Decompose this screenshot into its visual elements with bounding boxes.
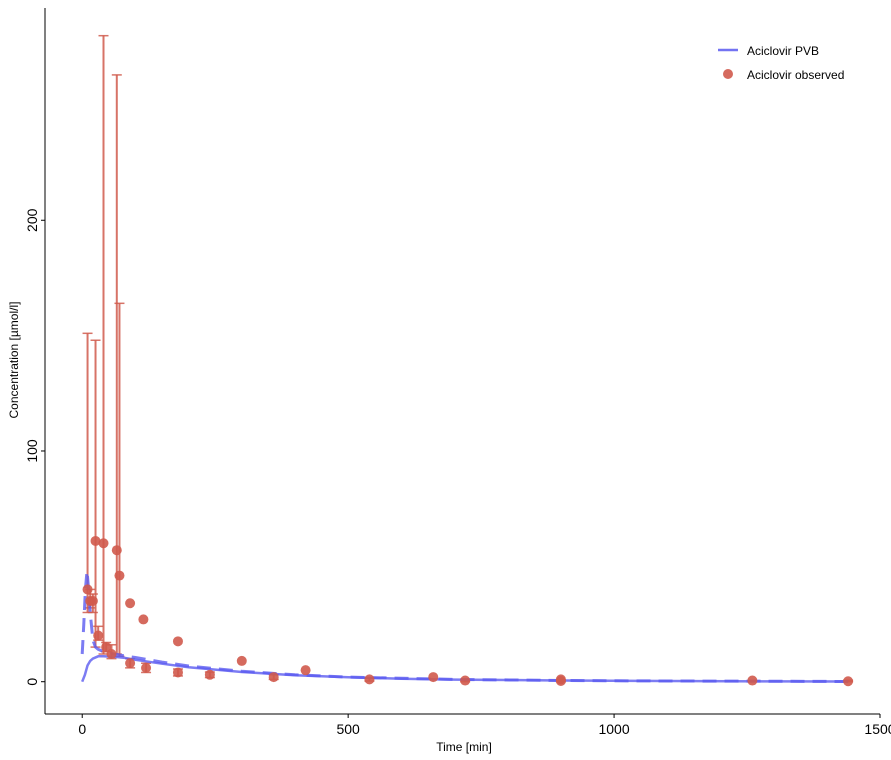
- y-ticks: 0 100 200: [24, 208, 45, 686]
- x-tick-label: 500: [336, 721, 360, 737]
- data-point-observed: [460, 675, 471, 686]
- data-point-observed: [111, 545, 122, 556]
- data-point-observed: [93, 630, 104, 641]
- data-point-observed: [204, 669, 215, 680]
- data-point-observed: [428, 672, 439, 683]
- data-point-observed: [101, 642, 112, 653]
- data-point-observed: [172, 636, 183, 647]
- data-point-observed: [364, 674, 375, 685]
- data-point-observed: [172, 667, 183, 678]
- y-tick-label: 100: [24, 439, 40, 463]
- series-line-simulated-dashed: [80, 570, 849, 683]
- legend-label-observed: Aciclovir observed: [747, 68, 844, 82]
- data-point-observed: [90, 535, 101, 546]
- legend-label-simulated: Aciclovir PVB: [747, 44, 819, 58]
- y-tick-label: 200: [24, 208, 40, 232]
- y-axis-title: Concentration [µmol/l]: [7, 302, 21, 419]
- series-line-simulated: [81, 655, 849, 683]
- data-point-observed: [114, 570, 125, 581]
- data-point-observed: [268, 672, 279, 683]
- data-point-observed: [138, 614, 149, 625]
- data-point-observed: [82, 584, 93, 595]
- data-point-observed: [555, 676, 566, 687]
- plot-marks: [80, 34, 854, 687]
- data-point-observed: [125, 658, 136, 669]
- data-point-observed: [300, 665, 311, 676]
- data-point-observed: [236, 655, 247, 666]
- data-point-observed: [141, 662, 152, 673]
- x-tick-label: 0: [78, 721, 86, 737]
- y-tick-label: 0: [24, 678, 40, 686]
- data-point-observed: [87, 595, 98, 606]
- legend-point-swatch: [723, 69, 733, 79]
- data-point-observed: [125, 598, 136, 609]
- data-point-observed: [106, 649, 117, 660]
- data-point-observed: [843, 676, 854, 687]
- data-point-observed: [98, 538, 109, 549]
- data-point-observed: [747, 675, 758, 686]
- x-tick-label: 1000: [598, 721, 629, 737]
- x-axis-title: Time [min]: [436, 740, 492, 754]
- legend: Aciclovir PVB Aciclovir observed: [718, 44, 844, 82]
